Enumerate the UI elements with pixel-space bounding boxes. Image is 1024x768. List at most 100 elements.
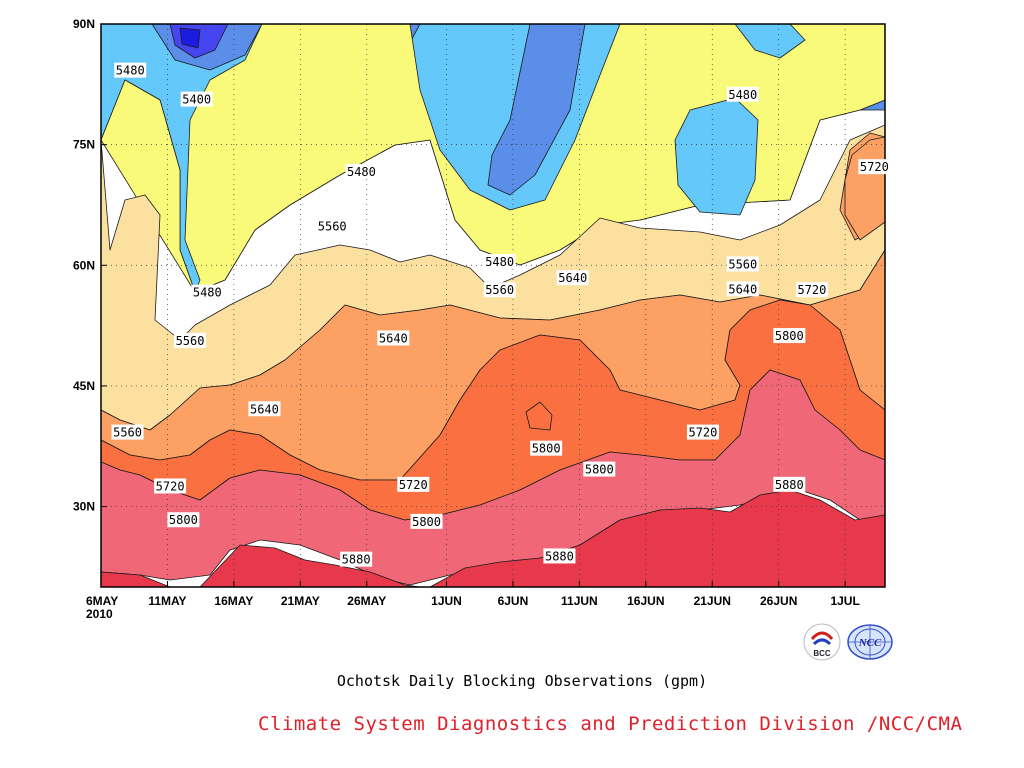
contour-label-box [530, 440, 563, 456]
contour-label-box [773, 328, 806, 344]
x-tick-label: 26MAY [347, 594, 386, 608]
x-tick-label: 11MAY [148, 594, 186, 608]
contour-label-text: 5720 [797, 283, 826, 297]
contour-label: 5800 [583, 461, 616, 477]
contour-label-text: 5800 [169, 513, 198, 527]
contour-region-4 [179, 27, 201, 49]
y-tick-label: 75N [73, 138, 95, 152]
contour-label: 5400 [180, 91, 213, 107]
contour-label-text: 5880 [775, 478, 804, 492]
contour-label: 5640 [377, 330, 410, 346]
contour-label-box [556, 270, 589, 286]
svg-text:BCC: BCC [813, 649, 831, 658]
contour-label-box [154, 478, 187, 494]
contour-label: 5560 [111, 424, 144, 440]
contour-label: 5560 [316, 218, 349, 234]
contour-label-text: 5480 [193, 286, 222, 300]
contour-label-box [583, 461, 616, 477]
x-tick-label: 1JUN [431, 594, 462, 608]
contour-region-9 [101, 24, 885, 293]
contour-label-box [773, 476, 806, 492]
contour-label-box [316, 218, 349, 234]
axis-ticks: 6MAY 11MAY 16MAY 21MAY 26MAY 1JUN 6JUN 11JUN 16J… [73, 17, 860, 621]
contour-label: 5800 [530, 440, 563, 456]
contour-label-box [345, 163, 378, 179]
contour-label: 5720 [858, 159, 891, 175]
contour-label-text: 5640 [558, 271, 587, 285]
contour-label: 5560 [174, 332, 207, 348]
contour-label: 5480 [726, 86, 759, 102]
x-tick-label: 6JUN [498, 594, 529, 608]
contour-label-text: 5720 [399, 478, 428, 492]
contour-label-box [174, 332, 207, 348]
contour-label: 5480 [191, 284, 224, 300]
x-year-label: 2010 [86, 607, 113, 621]
contour-label-box [410, 513, 443, 529]
contour-label-box [795, 282, 828, 298]
contour-region-10 [674, 97, 759, 216]
contour-fills [101, 24, 885, 587]
contour-region-15 [525, 401, 553, 431]
x-tick-label: 21MAY [281, 594, 320, 608]
contour-label-box [111, 424, 144, 440]
y-tick-label: 30N [73, 500, 95, 514]
contour-label: 5800 [410, 513, 443, 529]
plot-grid [101, 24, 885, 587]
contour-label: 5880 [340, 551, 373, 567]
contour-labels: 5480 5400 5480 5480 5480 5720 5560 5480 5560 5640… [111, 62, 891, 567]
contour-label-box [114, 62, 147, 78]
contour-label: 5480 [114, 62, 147, 78]
x-tick-label: 16JUN [627, 594, 664, 608]
x-tick-label: 26JUN [760, 594, 797, 608]
bcc-logo-icon: BCC [801, 622, 843, 662]
contour-label-text: 5560 [728, 257, 757, 271]
contour-label: 5640 [556, 270, 589, 286]
y-tick-label: 60N [73, 258, 95, 272]
contour-label-box [191, 284, 224, 300]
contour-label-text: 5720 [688, 426, 717, 440]
contour-label-text: 5800 [775, 329, 804, 343]
contour-label: 5480 [345, 163, 378, 179]
plot-frame [100, 23, 886, 588]
contour-label: 5720 [154, 478, 187, 494]
contour-label-text: 5480 [485, 255, 514, 269]
contour-label-box [726, 256, 759, 272]
x-tick-label: 6MAY [86, 594, 118, 608]
ncc-logo-icon: NCC [846, 622, 893, 662]
contour-label-text: 5480 [347, 165, 376, 179]
contour-label: 5880 [543, 548, 576, 564]
contour-label-text: 5640 [250, 402, 279, 416]
contour-label-text: 5720 [860, 160, 889, 174]
contour-label-text: 5880 [545, 549, 574, 563]
contour-label-box [167, 512, 200, 528]
contour-label: 5560 [726, 256, 759, 272]
contour-label-text: 5640 [379, 331, 408, 345]
contour-label-box [340, 551, 373, 567]
x-tick-label: 21JUN [694, 594, 731, 608]
credit-line: Climate System Diagnostics and Predictio… [258, 713, 963, 735]
contour-label-text: 5560 [176, 334, 205, 348]
chart-title: Ochotsk Daily Blocking Observations (gpm… [336, 672, 708, 690]
x-tick-label: 1JUL [830, 594, 859, 608]
contour-label: 5800 [773, 328, 806, 344]
contour-label-text: 5800 [532, 442, 561, 456]
contour-label: 5720 [397, 476, 430, 492]
contour-label-text: 5640 [728, 282, 757, 296]
y-tick-label: 45N [73, 379, 95, 393]
contour-label-box [543, 548, 576, 564]
contour-region-17 [101, 571, 171, 587]
contour-region-6 [487, 24, 586, 196]
contour-label-text: 5480 [728, 88, 757, 102]
contour-label-text: 5480 [116, 64, 145, 78]
contour-label: 5720 [686, 424, 719, 440]
y-tick-label: 90N [73, 17, 95, 31]
contour-label-box [726, 281, 759, 297]
contour-label: 5640 [248, 401, 281, 417]
x-tick-label: 11JUN [561, 594, 598, 608]
contour-label-box [248, 401, 281, 417]
contour-label-text: 5400 [182, 93, 211, 107]
contour-label: 5480 [483, 254, 516, 270]
contour-label-text: 5880 [342, 553, 371, 567]
contour-label-box [483, 254, 516, 270]
contour-label: 5720 [795, 282, 828, 298]
